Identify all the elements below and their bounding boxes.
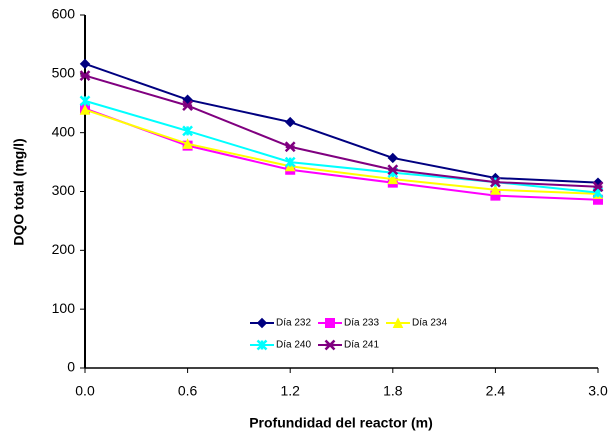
legend-marker: [324, 339, 336, 351]
data-point: [79, 95, 91, 107]
y-tick-label: 0: [67, 359, 75, 375]
y-tick-label: 200: [52, 241, 76, 257]
data-point: [79, 58, 91, 70]
data-point: [79, 70, 91, 81]
y-axis-title: DQO total (mg/l): [11, 138, 27, 245]
data-point: [592, 181, 604, 193]
legend-marker: [325, 318, 335, 328]
y-tick-label: 600: [52, 6, 76, 22]
data-point: [387, 164, 399, 176]
legend-label: Día 241: [344, 340, 379, 351]
series-line: [84, 74, 599, 188]
data-point: [387, 173, 399, 185]
data-point: [490, 176, 501, 188]
data-point: [284, 116, 296, 128]
legend-marker: [392, 317, 404, 328]
data-point: [284, 141, 296, 153]
legend-label: Día 240: [276, 340, 311, 351]
x-tick-label: 2.4: [486, 383, 506, 399]
data-point: [490, 184, 501, 195]
x-tick-label: 1.2: [280, 383, 300, 399]
series-line: [84, 108, 599, 195]
legend-marker: [256, 339, 268, 351]
legend-marker: [256, 317, 268, 329]
x-axis-title: Profundidad del reactor (m): [249, 415, 433, 431]
data-point: [284, 156, 296, 168]
y-tick-label: 300: [52, 182, 76, 198]
legend-label: Día 233: [344, 318, 379, 329]
y-tick-label: 500: [52, 65, 76, 81]
y-tick-label: 400: [52, 123, 76, 139]
data-point: [182, 125, 193, 137]
series-line: [84, 62, 599, 184]
data-point: [79, 104, 91, 115]
x-tick-label: 0.6: [178, 383, 198, 399]
x-tick-label: 1.8: [383, 383, 403, 399]
series-line: [84, 107, 599, 201]
legend: Día 232 Día 233 Día 234 Día 240 Día 241: [250, 317, 447, 351]
y-tick-label: 100: [52, 300, 76, 316]
x-tick-label: 0.0: [75, 383, 95, 399]
data-point: [182, 138, 193, 149]
legend-label: Día 234: [412, 318, 447, 329]
data-point: [387, 152, 399, 164]
x-tick-label: 3.0: [588, 383, 608, 399]
data-point: [182, 100, 193, 111]
legend-label: Día 232: [276, 318, 311, 329]
